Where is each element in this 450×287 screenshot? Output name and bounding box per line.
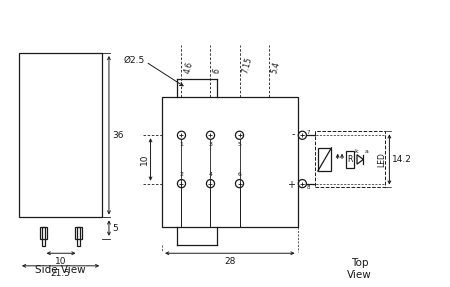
Text: 28: 28 bbox=[224, 257, 235, 266]
Text: 2: 2 bbox=[180, 172, 184, 177]
Text: 5.4: 5.4 bbox=[270, 60, 282, 74]
Bar bbox=[318, 148, 331, 171]
Text: -: - bbox=[292, 129, 295, 139]
Text: 4.6: 4.6 bbox=[183, 60, 195, 74]
Text: Top
View: Top View bbox=[347, 258, 372, 280]
Bar bbox=[42, 227, 45, 247]
Bar bbox=[162, 97, 297, 227]
Text: +: + bbox=[288, 180, 295, 190]
Text: 1: 1 bbox=[180, 142, 184, 147]
Bar bbox=[75, 227, 82, 239]
Bar bbox=[77, 227, 80, 247]
Text: 6: 6 bbox=[238, 172, 242, 177]
Text: 8: 8 bbox=[307, 185, 310, 190]
Text: 5: 5 bbox=[238, 142, 242, 147]
Text: 5: 5 bbox=[112, 224, 118, 232]
Text: LED: LED bbox=[378, 152, 387, 167]
Bar bbox=[315, 131, 385, 187]
Text: 7.15: 7.15 bbox=[241, 56, 254, 74]
Text: R: R bbox=[347, 155, 353, 164]
Text: 10: 10 bbox=[55, 257, 67, 266]
Text: 3: 3 bbox=[208, 142, 212, 147]
Text: Ø2.5: Ø2.5 bbox=[123, 55, 145, 64]
Bar bbox=[40, 227, 47, 239]
Bar bbox=[346, 151, 354, 168]
Text: a: a bbox=[364, 149, 368, 154]
Text: 36: 36 bbox=[112, 131, 124, 140]
Text: 7: 7 bbox=[307, 130, 310, 135]
Text: k: k bbox=[354, 149, 358, 154]
Text: 14.2: 14.2 bbox=[392, 155, 412, 164]
Text: 10: 10 bbox=[140, 154, 148, 165]
Text: 21.5: 21.5 bbox=[50, 269, 71, 278]
Text: 6: 6 bbox=[212, 67, 222, 74]
Text: 4: 4 bbox=[208, 172, 212, 177]
Text: Side View: Side View bbox=[35, 265, 86, 276]
Bar bbox=[19, 53, 102, 218]
